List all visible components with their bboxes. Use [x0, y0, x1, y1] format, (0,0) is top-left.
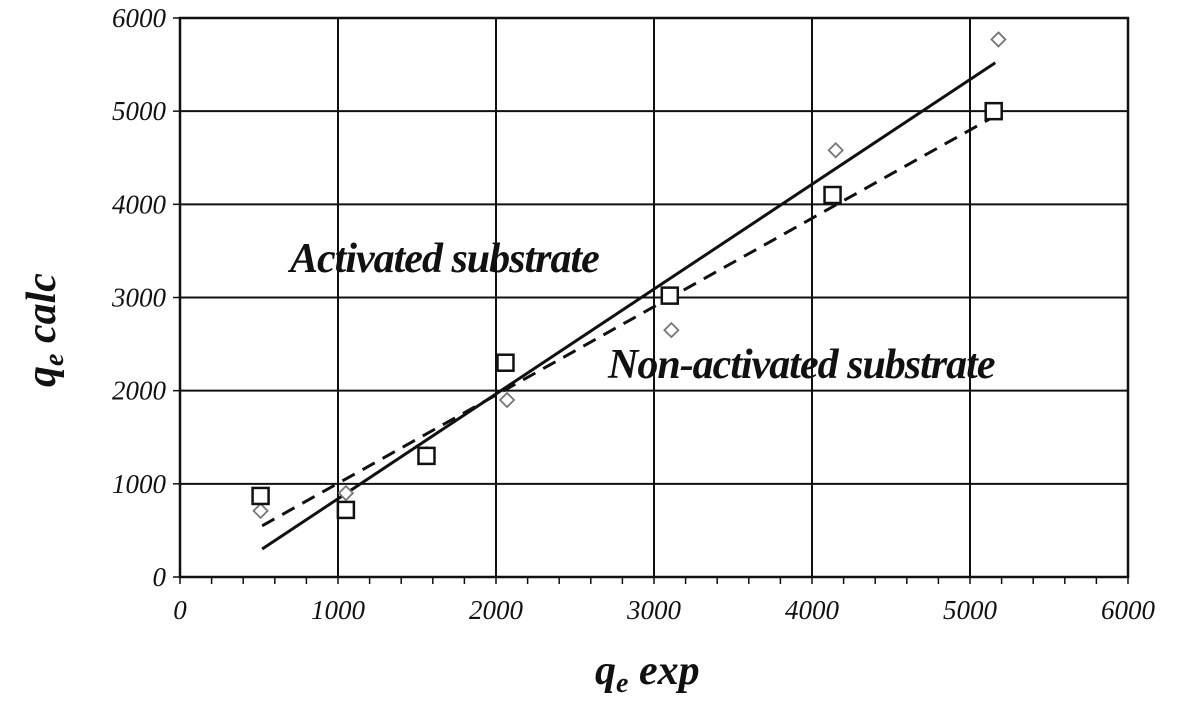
x-axis-title-main: q — [595, 648, 616, 694]
y-tick-label: 0 — [153, 562, 167, 592]
y-tick-labels: 0 1000 2000 3000 4000 5000 6000 — [111, 3, 167, 592]
x-tick-label: 5000 — [943, 595, 998, 625]
y-tick-label: 1000 — [112, 469, 167, 499]
square-marker — [660, 286, 680, 305]
y-axis-title-group: qe calc — [19, 273, 70, 387]
y-tick-label: 3000 — [111, 283, 167, 313]
square-marker — [823, 185, 842, 205]
y-tick-label: 5000 — [112, 96, 167, 126]
fit-line-dashed — [261, 114, 997, 528]
x-axis-title-subscript: e — [616, 668, 628, 699]
x-tick-label: 1000 — [311, 595, 366, 625]
y-axis-title: qe calc — [19, 273, 70, 387]
y-axis-title-rest: calc — [19, 273, 65, 354]
markers — [251, 31, 1007, 520]
square-marker — [417, 446, 436, 466]
diamond-marker — [337, 484, 355, 502]
y-tick-label: 4000 — [112, 189, 167, 219]
y-tick-label: 2000 — [112, 376, 167, 406]
plot-frame — [178, 16, 1130, 579]
square-marker — [251, 486, 270, 506]
diamond-marker — [827, 142, 844, 159]
grid — [180, 18, 1128, 577]
fit-line-solid — [261, 61, 997, 551]
annotation-non-activated: Non-activated substrate — [607, 342, 995, 388]
annotation-activated: Activated substrate — [287, 236, 599, 282]
square-marker — [496, 353, 515, 372]
diamond-marker — [990, 31, 1007, 48]
square-marker — [336, 500, 356, 520]
diamond-marker — [252, 502, 269, 520]
x-axis-title-rest: exp — [628, 648, 699, 694]
diamond-marker — [498, 391, 516, 409]
x-tick-label: 6000 — [1101, 595, 1156, 625]
diamond-marker — [663, 321, 680, 339]
y-tick-label: 6000 — [112, 3, 167, 33]
x-tick-label: 2000 — [469, 595, 524, 625]
y-axis-title-subscript: e — [39, 354, 70, 366]
x-tick-label: 0 — [173, 595, 187, 625]
square-marker — [984, 101, 1003, 121]
y-axis-title-main: q — [19, 366, 65, 387]
x-tick-label: 4000 — [785, 595, 840, 625]
x-tick-label: 3000 — [626, 595, 682, 625]
x-tick-labels: 0 1000 2000 3000 4000 5000 6000 — [173, 595, 1155, 625]
fit-lines — [261, 61, 997, 551]
x-axis-title: qe exp — [595, 648, 700, 699]
